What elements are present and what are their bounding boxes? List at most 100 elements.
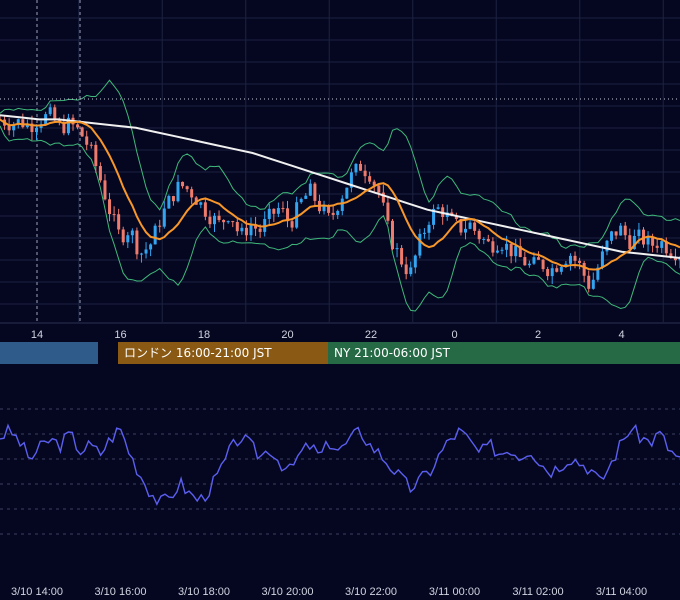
candle-body — [304, 195, 308, 199]
candle-body — [281, 208, 285, 210]
candle-body — [89, 144, 93, 146]
candle-body — [509, 243, 513, 257]
candle-body — [619, 225, 623, 236]
date-label: 3/10 16:00 — [95, 586, 147, 598]
candle-body — [386, 202, 390, 221]
candle-body — [66, 117, 70, 134]
candle-body — [518, 246, 522, 258]
candle-body — [422, 232, 426, 234]
candle-body — [623, 225, 627, 236]
candle-body — [660, 241, 664, 248]
candle-body — [276, 208, 280, 214]
date-label: 3/11 00:00 — [429, 586, 480, 598]
candle-body — [573, 255, 577, 261]
candle-body — [217, 215, 221, 220]
candle-body — [673, 256, 677, 261]
candle-body — [222, 219, 226, 223]
candle-body — [235, 222, 239, 232]
candle-body — [664, 241, 668, 254]
candle-body — [669, 253, 673, 257]
candle-body — [158, 225, 162, 227]
x-tick-label: 22 — [365, 329, 377, 341]
date-label: 3/10 20:00 — [262, 586, 314, 598]
candle-body — [495, 250, 499, 253]
candle-body — [587, 275, 591, 289]
candle-body — [231, 221, 235, 223]
date-axis-labels: 3/10 14:00 3/10 16:00 3/10 18:00 3/10 20:00… — [11, 586, 647, 598]
candle-body — [486, 238, 490, 242]
candle-body — [413, 255, 417, 268]
candle-body — [628, 235, 632, 250]
candle-body — [336, 210, 340, 215]
date-label: 3/10 22:00 — [345, 586, 397, 598]
candle-body — [208, 216, 212, 225]
x-axis-ticks: 14 16 18 20 22 0 2 4 — [31, 329, 625, 341]
candle-body — [290, 221, 294, 228]
candle-body — [372, 181, 376, 186]
candle-body — [103, 180, 107, 200]
candle-body — [418, 233, 422, 256]
candle-body — [427, 224, 431, 233]
candle-body — [144, 249, 148, 254]
sma-fast-line — [0, 118, 680, 271]
candle-body — [550, 268, 554, 277]
candle-body — [368, 176, 372, 182]
candle-body — [591, 279, 595, 289]
candle-body — [614, 231, 618, 236]
candle-body — [537, 257, 541, 260]
candle-body — [527, 263, 531, 266]
candle-body — [203, 202, 207, 217]
candle-body — [12, 124, 16, 131]
candle-body — [190, 189, 194, 198]
candle-body — [505, 243, 509, 250]
candle-body — [258, 228, 262, 232]
candle-body — [48, 107, 52, 115]
session-label: ロンドン 16:00-21:00 JST — [124, 346, 272, 360]
candle-body — [546, 269, 550, 277]
candle-body — [108, 199, 112, 215]
candle-body — [390, 220, 394, 250]
session-bars: ロンドン 16:00-21:00 JST NY 21:00-06:00 JST — [0, 342, 680, 364]
candle-body — [162, 208, 166, 227]
candle-body — [596, 267, 600, 280]
session-bar — [118, 342, 328, 364]
candle-body — [559, 267, 563, 272]
candle-body — [139, 253, 143, 255]
candle-body — [436, 207, 440, 209]
session-bar — [0, 342, 98, 364]
candle-body — [578, 260, 582, 264]
candle-body — [35, 127, 39, 133]
candle-body — [21, 119, 25, 128]
candle-body — [181, 181, 185, 187]
candle-body — [94, 144, 98, 167]
candle-body — [322, 205, 326, 212]
candle-body — [381, 192, 385, 203]
candle-body — [459, 219, 463, 233]
oscillator-line — [0, 423, 680, 506]
date-label: 3/10 18:00 — [178, 586, 230, 598]
candle-body — [532, 257, 536, 264]
x-tick-label: 20 — [281, 329, 293, 341]
candle-body — [327, 205, 331, 213]
candle-body — [171, 196, 175, 202]
candle-body — [53, 107, 57, 121]
candle-body — [541, 259, 545, 270]
candle-body — [130, 230, 134, 236]
candle-body — [477, 230, 481, 240]
candle-body — [331, 212, 335, 215]
candle-body — [582, 263, 586, 276]
sma-slow-line — [0, 114, 680, 259]
candle-body — [240, 227, 244, 232]
session-bar — [328, 342, 680, 364]
candle-body — [523, 257, 527, 266]
candle-body — [651, 236, 655, 246]
candle-body — [30, 123, 34, 133]
candle-body — [468, 222, 472, 229]
date-label: 3/11 02:00 — [512, 586, 563, 598]
candle-body — [299, 198, 303, 203]
candle-body — [432, 208, 436, 225]
candle-body — [25, 123, 29, 128]
x-tick-label: 2 — [535, 329, 541, 341]
candle-body — [610, 231, 614, 241]
